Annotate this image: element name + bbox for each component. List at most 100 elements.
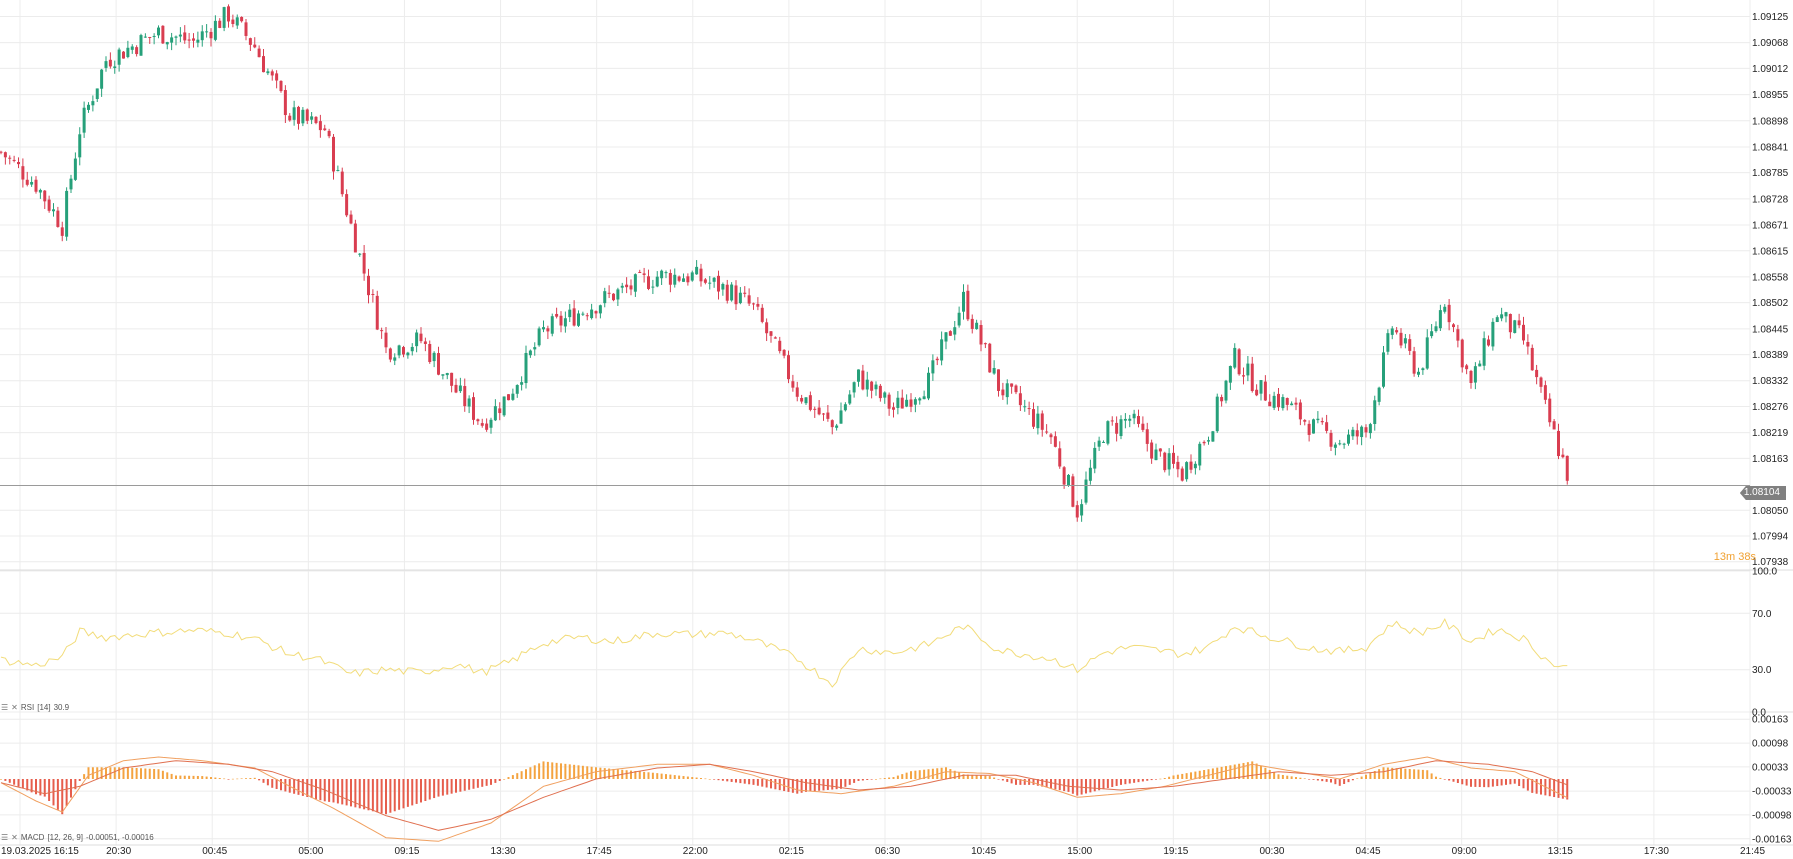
macd-tick-label: 0.00163 <box>1752 715 1789 726</box>
macd-histogram-bar <box>673 775 676 779</box>
settings-icon[interactable]: ☰ <box>1 833 9 842</box>
candle-body <box>734 285 738 305</box>
macd-histogram-bar <box>402 779 405 809</box>
macd-histogram-bar <box>1330 779 1332 783</box>
macd-pane[interactable] <box>0 756 1569 842</box>
candle-body <box>1329 432 1333 447</box>
macd-histogram-bar <box>1168 776 1171 779</box>
macd-legend[interactable]: ☰ ✕ MACD [12, 26, 9] -0.00051, -0.00016 <box>1 833 154 842</box>
macd-histogram-bar <box>1448 779 1451 781</box>
macd-histogram-bar <box>131 767 134 779</box>
candle-body <box>1110 420 1114 422</box>
candle-body <box>231 19 235 25</box>
macd-histogram-bar <box>787 779 790 792</box>
candle-body <box>178 34 182 37</box>
macd-histogram-bar <box>1299 777 1302 779</box>
axes: 1.09125 1.09068 1.09012 1.08955 1.08898 1.088… <box>1 12 1792 857</box>
candle-body <box>130 46 134 50</box>
macd-histogram-bar <box>1561 779 1564 799</box>
candle-body <box>310 116 314 120</box>
macd-histogram-bar <box>686 776 689 779</box>
macd-histogram-bar <box>1391 767 1394 779</box>
candle-body <box>1530 347 1534 371</box>
macd-histogram-bar <box>1080 779 1083 795</box>
macd-histogram-bar <box>1251 761 1254 779</box>
candle-body <box>581 313 585 315</box>
price-tick-label: 1.08332 <box>1752 376 1789 387</box>
candle-body <box>927 372 930 399</box>
candle-body <box>1032 409 1035 427</box>
macd-histogram-bar <box>1356 778 1359 780</box>
candle-body <box>1167 453 1171 470</box>
macd-histogram-bar <box>1338 779 1341 786</box>
candle-body <box>87 104 90 110</box>
macd-histogram-bar <box>682 776 685 779</box>
candle-body <box>318 121 322 131</box>
candle-body <box>1408 339 1412 351</box>
macd-histogram-bar <box>603 768 606 779</box>
macd-histogram-bar <box>1220 766 1223 779</box>
macd-histogram-bar <box>1150 779 1153 781</box>
candle-body <box>25 179 29 185</box>
candle-body <box>3 152 7 158</box>
candle-body <box>139 35 143 56</box>
candle-body <box>279 80 283 92</box>
candle-body <box>314 116 318 124</box>
macd-histogram-bar <box>765 779 768 788</box>
candle-body <box>782 349 786 356</box>
macd-histogram-bar <box>835 779 838 790</box>
candle-body <box>113 66 117 69</box>
close-icon[interactable]: ✕ <box>11 703 18 712</box>
candle-body <box>1036 413 1040 429</box>
settings-icon[interactable]: ☰ <box>1 703 9 712</box>
macd-histogram-bar <box>516 773 519 779</box>
price-pane[interactable] <box>0 4 1750 522</box>
candle-body <box>642 273 646 275</box>
candle-body <box>95 88 99 100</box>
candle-body <box>1504 312 1508 317</box>
candle-body <box>467 398 471 407</box>
macd-histogram-bar <box>1124 779 1127 785</box>
time-tick-label: 22:00 <box>683 846 708 857</box>
macd-histogram-bar <box>433 779 436 799</box>
macd-histogram-bar <box>1246 762 1249 779</box>
macd-histogram-bar <box>78 779 81 781</box>
macd-histogram-bar <box>931 768 934 779</box>
macd-histogram-bar <box>1273 772 1276 779</box>
macd-histogram-bar <box>1347 779 1350 783</box>
candle-body <box>1522 324 1525 341</box>
candle-body <box>1491 321 1495 347</box>
candle-body <box>651 286 655 288</box>
candle-body <box>1452 324 1455 328</box>
rsi-legend[interactable]: ☰ ✕ RSI [14] 30.9 <box>1 703 69 712</box>
macd-histogram-bar <box>927 769 930 779</box>
macd-histogram-bar <box>179 775 182 779</box>
candle-body <box>738 292 742 304</box>
candle-body <box>594 311 598 314</box>
macd-histogram-bar <box>210 777 212 779</box>
candle-body <box>1215 396 1219 432</box>
macd-histogram-bar <box>144 768 147 779</box>
price-tick-label: 1.08445 <box>1752 324 1789 335</box>
macd-histogram-bar <box>1426 770 1429 779</box>
macd-histogram-bar <box>634 771 637 779</box>
macd-histogram-bar <box>30 779 33 793</box>
macd-histogram-bar <box>113 767 116 779</box>
candle-body <box>262 56 265 73</box>
candle-body <box>476 419 480 422</box>
candle-body <box>235 17 239 26</box>
candle-body <box>511 393 515 400</box>
macd-histogram-bar <box>1435 776 1437 779</box>
rsi-pane[interactable] <box>0 617 1568 688</box>
candle-body <box>1543 385 1547 400</box>
macd-histogram-bar <box>420 779 422 803</box>
close-icon[interactable]: ✕ <box>11 833 18 842</box>
candle-body <box>533 347 537 350</box>
macd-histogram-bar <box>231 778 234 780</box>
candle-body <box>765 322 769 334</box>
macd-histogram-bar <box>1518 779 1521 786</box>
candle-body <box>1176 461 1180 470</box>
macd-histogram-bar <box>1146 779 1149 781</box>
candle-body <box>1482 338 1486 366</box>
